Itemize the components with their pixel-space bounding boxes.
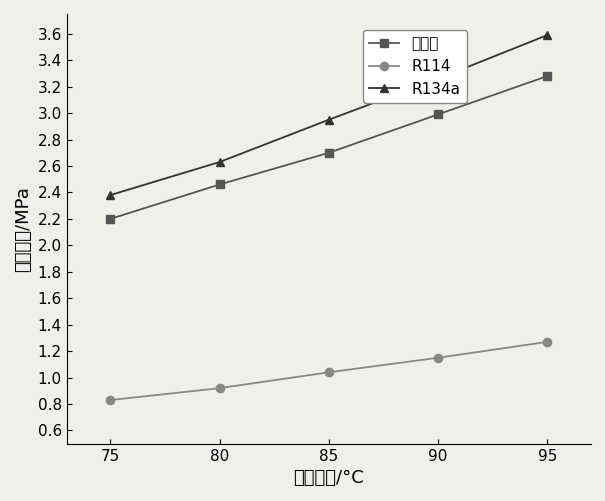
新工质 <box>106 216 114 222</box>
Line: R134a: R134a <box>106 31 552 199</box>
Line: 新工质: 新工质 <box>106 72 552 223</box>
R114 <box>216 385 223 391</box>
Legend: 新工质, R114, R134a: 新工质, R114, R134a <box>363 30 466 103</box>
X-axis label: 冷凝温度/°C: 冷凝温度/°C <box>293 469 364 487</box>
新工质 <box>434 111 442 117</box>
R134a <box>216 159 223 165</box>
R114 <box>106 397 114 403</box>
R134a <box>434 76 442 82</box>
新工质 <box>325 150 333 156</box>
新工质 <box>544 73 551 79</box>
R134a <box>544 32 551 38</box>
R114 <box>544 339 551 345</box>
R114 <box>434 355 442 361</box>
Line: R114: R114 <box>106 338 552 404</box>
R134a <box>106 192 114 198</box>
R134a <box>325 117 333 123</box>
Y-axis label: 冷凝压力/MPa: 冷凝压力/MPa <box>14 186 32 272</box>
R114 <box>325 369 333 375</box>
新工质 <box>216 181 223 187</box>
